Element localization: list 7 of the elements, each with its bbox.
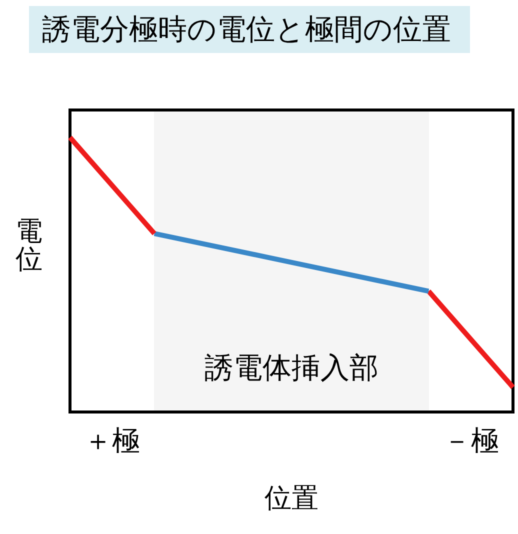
annotation: 誘電体挿入部 bbox=[204, 350, 378, 385]
chart-title: 誘電分極時の電位と極間の位置 bbox=[42, 12, 451, 46]
title-banner: 誘電分極時の電位と極間の位置 bbox=[29, 6, 470, 53]
x-tick-label: －極 bbox=[442, 424, 499, 458]
x-axis-title: 位置 bbox=[264, 482, 318, 514]
x-tick-label: ＋極 bbox=[84, 424, 140, 458]
y-axis-title: 電位 bbox=[15, 216, 43, 275]
